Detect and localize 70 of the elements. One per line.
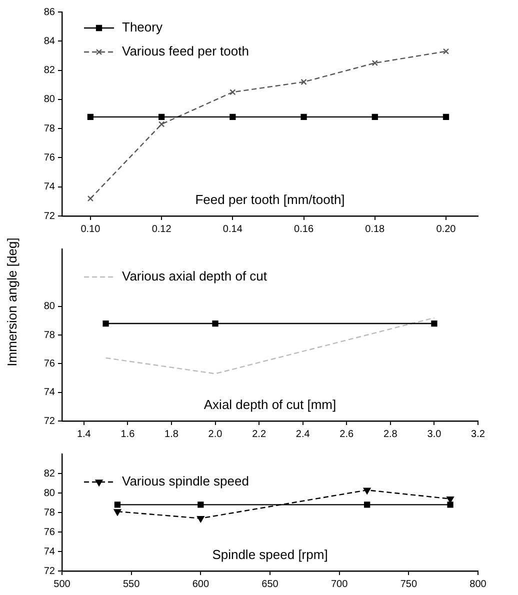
y-tick-label: 78 (44, 330, 56, 341)
y-tick-label: 82 (44, 468, 56, 480)
x-tick-label: 700 (330, 578, 348, 590)
legend-label: Various axial depth of cut (122, 268, 268, 284)
y-tick-label: 74 (44, 387, 56, 398)
y-tick-label: 78 (44, 507, 56, 518)
point (372, 114, 378, 120)
point (158, 114, 165, 120)
x-axis-title: Feed per tooth [mm/tooth] (195, 192, 345, 207)
point (442, 48, 450, 54)
y-tick-label: 80 (44, 488, 56, 499)
x-axis-title: Axial depth of cut [mm] (204, 397, 336, 412)
x-tick-label: 3.0 (427, 428, 442, 440)
point (363, 488, 371, 494)
legend-label: Various spindle speed (122, 474, 249, 489)
y-tick-label: 72 (44, 416, 56, 427)
x-tick-label: 2.2 (252, 428, 266, 440)
point (442, 114, 450, 120)
point (446, 496, 454, 503)
x-tick-label: 0.10 (80, 224, 101, 235)
point (197, 516, 204, 522)
x-tick-label: 1.6 (120, 428, 136, 440)
point (87, 195, 94, 202)
point (230, 114, 236, 120)
x-tick-label: 3.2 (471, 428, 486, 440)
y-tick-label: 72 (44, 566, 56, 577)
y-tick-label: 76 (44, 526, 56, 538)
point (447, 502, 454, 508)
y-tick-label: 76 (44, 152, 56, 164)
y-axis-title: Immersion angle [deg] (4, 238, 20, 366)
point (364, 502, 370, 508)
x-tick-label: 1.8 (164, 428, 179, 440)
y-tick-label: 86 (44, 6, 56, 18)
x-tick-label: 750 (400, 578, 418, 590)
y-tick-label: 76 (44, 358, 56, 370)
y-tick-label: 78 (44, 123, 56, 134)
point (300, 114, 307, 120)
y-tick-label: 80 (44, 94, 56, 106)
point (372, 60, 378, 66)
point (114, 509, 122, 516)
x-tick-label: 2.6 (340, 428, 354, 440)
x-tick-label: 650 (262, 578, 279, 590)
y-tick-label: 74 (44, 546, 56, 558)
x-tick-label: 0.14 (222, 224, 243, 235)
x-tick-label: 2.0 (208, 428, 223, 440)
x-tick-label: 800 (470, 578, 487, 590)
point (230, 89, 236, 96)
x-tick-label: 2.8 (383, 428, 398, 440)
point (158, 121, 165, 128)
x-tick-label: 500 (54, 578, 71, 590)
x-axis-title: Spindle speed [rpm] (212, 547, 328, 562)
y-tick-label: 72 (44, 210, 56, 222)
point (87, 114, 94, 120)
point (198, 502, 204, 508)
legend-label: Various feed per tooth (122, 44, 249, 59)
x-tick-label: 600 (192, 578, 210, 590)
x-tick-label: 0.18 (365, 224, 386, 235)
x-tick-label: 1.4 (76, 428, 92, 440)
x-tick-label: 0.20 (436, 224, 456, 235)
x-tick-label: 2.4 (296, 428, 310, 440)
y-tick-label: 74 (44, 182, 56, 193)
y-tick-label: 82 (44, 65, 56, 76)
legend-label: Theory (122, 20, 163, 35)
x-tick-label: 0.12 (152, 224, 172, 235)
point (114, 502, 121, 508)
y-tick-label: 80 (44, 301, 56, 312)
x-tick-label: 550 (122, 578, 140, 590)
point (300, 78, 307, 86)
x-tick-label: 0.16 (294, 224, 314, 235)
y-tick-label: 84 (44, 36, 56, 47)
